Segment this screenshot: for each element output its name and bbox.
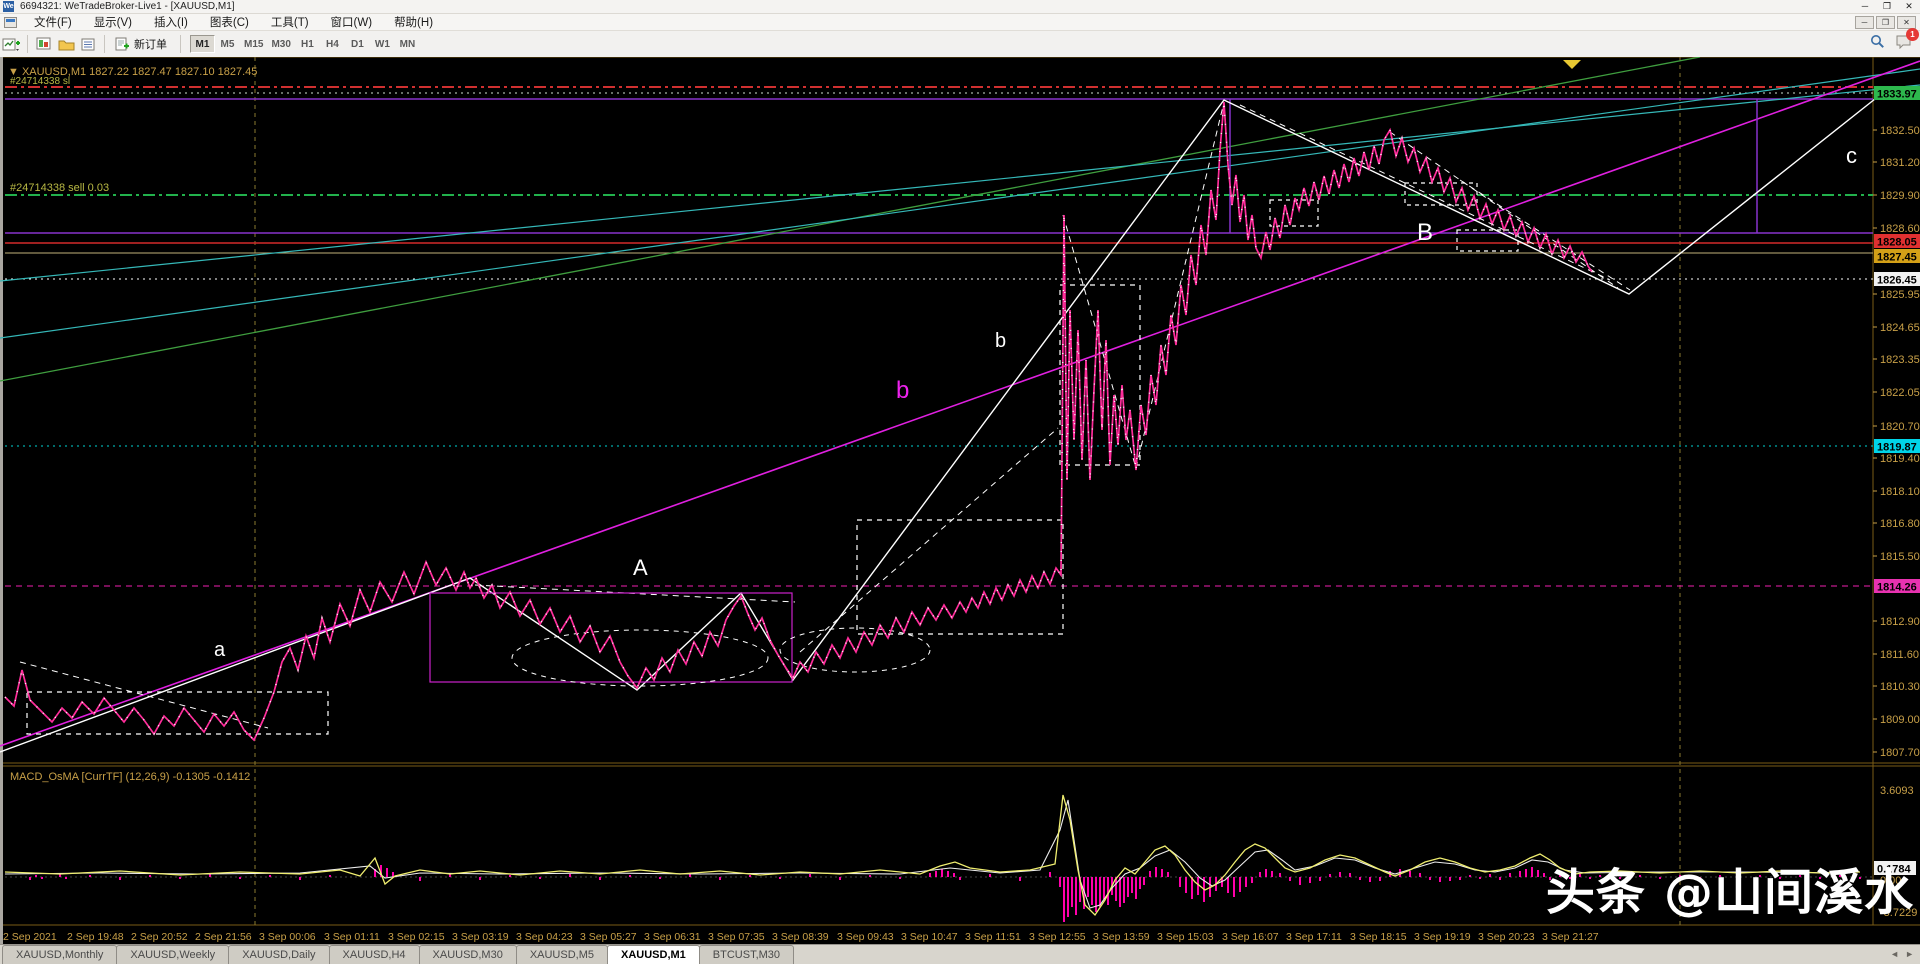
menu-item[interactable]: 窗口(W)	[330, 16, 373, 29]
chart-tab[interactable]: XAUUSD,Weekly	[116, 945, 230, 964]
chart-tab[interactable]: XAUUSD,Monthly	[2, 945, 118, 964]
chart-tab[interactable]: XAUUSD,M30	[418, 945, 517, 964]
timeframe-button-d1[interactable]: D1	[351, 39, 364, 50]
mdi-button[interactable]: ✕	[1897, 15, 1916, 29]
notifications-icon[interactable]: 1	[1895, 28, 1919, 54]
window-title: 6694321: WeTradeBroker-Live1 - [XAUUSD,M…	[20, 1, 235, 12]
new-order-button[interactable]: 新订单	[110, 34, 175, 54]
toolbar-separator	[27, 35, 28, 53]
chart-tab[interactable]: XAUUSD,H4	[328, 945, 420, 964]
profiles-button[interactable]	[33, 34, 55, 54]
chart-area[interactable]	[0, 57, 1920, 944]
menu-item[interactable]: 插入(I)	[154, 16, 188, 29]
menu-item[interactable]: 文件(F)	[34, 16, 72, 29]
minimize-icon[interactable]: ─	[1861, 1, 1869, 11]
new-order-icon	[115, 37, 129, 51]
search-icon[interactable]	[1870, 34, 1885, 54]
main-menu: 文件(F) 显示(V) 插入(I) 图表(C) 工具(T) 窗口(W) 帮助(H)	[23, 13, 444, 32]
toolbar: 新订单 M1 M5 M15 M30 H1 H4 D1 W1 MN 1	[0, 28, 1920, 57]
open-file-button[interactable]	[55, 34, 77, 54]
new-chart-button[interactable]	[0, 34, 22, 54]
timeframe-button-h4[interactable]: H4	[326, 39, 339, 50]
timeframe-button-m1[interactable]: M1	[190, 35, 215, 53]
close-icon[interactable]: ✕	[1905, 1, 1913, 11]
notification-badge: 1	[1906, 28, 1919, 41]
new-order-label: 新订单	[134, 39, 167, 51]
timeframe-button-m30[interactable]: M30	[271, 39, 291, 50]
tab-scroll-right-icon[interactable]: ►	[1905, 949, 1914, 959]
chart-menu-icon	[4, 16, 17, 28]
menu-item[interactable]: 图表(C)	[209, 16, 249, 29]
timeframe-button-h1[interactable]: H1	[301, 39, 314, 50]
title-bar: We 6694321: WeTradeBroker-Live1 - [XAUUS…	[0, 0, 1920, 14]
watermark: 头条 @山间溪水	[1545, 864, 1914, 921]
toolbar-separator	[104, 35, 105, 53]
menu-item[interactable]: 显示(V)	[93, 16, 133, 29]
timeframe-button-w1[interactable]: W1	[374, 39, 390, 50]
timeframe-button-m5[interactable]: M5	[220, 39, 235, 50]
restore-icon[interactable]: ❐	[1882, 1, 1892, 11]
chart-tab[interactable]: BTCUST,M30	[698, 945, 795, 964]
chart-tab[interactable]: XAUUSD,Daily	[228, 945, 330, 964]
tab-scroll-left-icon[interactable]: ◄	[1890, 949, 1900, 959]
timeframe-button-mn[interactable]: MN	[399, 39, 416, 50]
menu-item[interactable]: 帮助(H)	[394, 16, 434, 29]
menu-item[interactable]: 工具(T)	[270, 16, 309, 29]
chart-tab[interactable]: XAUUSD,M1	[607, 945, 700, 964]
chart-tab-bar: XAUUSD,Monthly XAUUSD,Weekly XAUUSD,Daily X…	[0, 944, 1920, 964]
timeframe-bar: M1 M5 M15 M30 H1 H4 D1 W1 MN	[190, 35, 420, 53]
market-watch-button[interactable]	[77, 34, 99, 54]
tab-list: XAUUSD,Monthly XAUUSD,Weekly XAUUSD,Daily X…	[2, 945, 795, 964]
menu-bar: 文件(F) 显示(V) 插入(I) 图表(C) 工具(T) 窗口(W) 帮助(H) ─ ❐ ✕	[0, 14, 1920, 31]
mdi-button[interactable]: ❐	[1876, 15, 1895, 29]
timeframe-button-m15[interactable]: M15	[244, 39, 264, 50]
mdi-window-buttons: ─ ❐ ✕	[1855, 15, 1916, 29]
app-icon: We	[3, 1, 14, 12]
mdi-button[interactable]: ─	[1855, 15, 1874, 29]
toolbar-separator	[180, 35, 181, 53]
chart-tab[interactable]: XAUUSD,M5	[515, 945, 608, 964]
